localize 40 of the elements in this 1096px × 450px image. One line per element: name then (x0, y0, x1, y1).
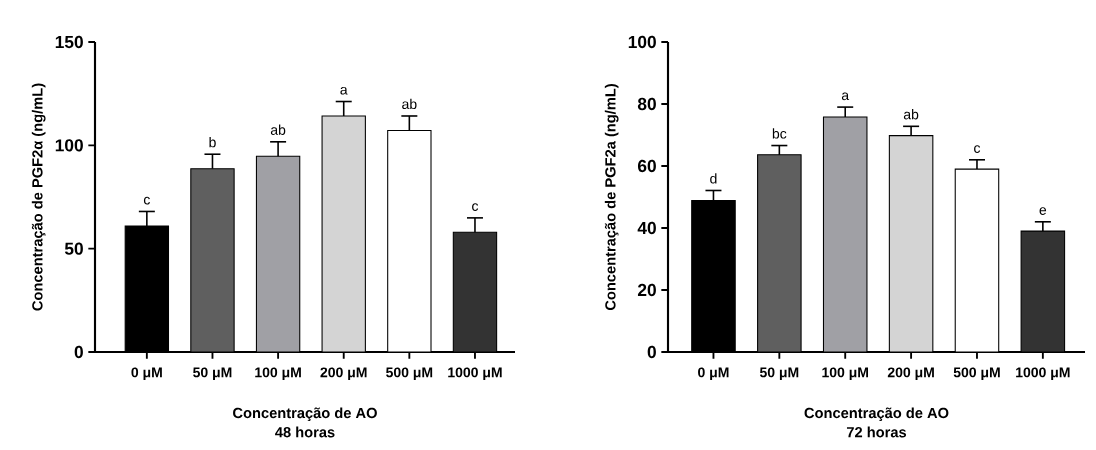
x-tick-label: 0 μM (698, 367, 729, 380)
y-tick-label: 20 (637, 283, 656, 297)
x-tick-label: 50 μM (193, 367, 232, 380)
x-tick-label: 200 μM (887, 367, 934, 380)
x-tick-label: 200 μM (320, 367, 367, 380)
y-tick-label: 40 (637, 221, 656, 235)
x-axis-title: Concentração de AO (233, 407, 377, 422)
text: 48 horas (275, 426, 335, 438)
annotation: b (209, 137, 216, 148)
annotation: a (841, 92, 850, 101)
y-tick-label: 0 (647, 345, 656, 359)
y-tick-label: 150 (55, 35, 83, 49)
x-axis-title: Concentração de AO (804, 407, 949, 422)
x-tick-label: 50 μM (759, 367, 799, 380)
annotation: c (974, 145, 981, 153)
x-tick-label: 1000 μM (448, 367, 502, 380)
x-tick-label: 100 μM (822, 367, 869, 380)
y-axis-title: Concentração de PGF2α (ng/mL) (31, 83, 46, 311)
y-axis-title: Concentração de PGF2a (ng/mL) (604, 84, 619, 311)
annotation: d (710, 173, 717, 184)
x-tick-label: 500 μM (386, 367, 433, 380)
annotation: e (1039, 207, 1047, 215)
annotation: ab (402, 98, 417, 110)
annotation: c (472, 203, 479, 211)
annotation: c (143, 196, 150, 205)
x-tick-label: 100 μM (255, 367, 301, 380)
annotation: a (340, 86, 348, 95)
y-tick-label: 80 (637, 97, 656, 111)
y-tick-label: 100 (55, 139, 83, 152)
x-tick-label: 1000 μM (1016, 367, 1070, 380)
y-tick-label: 0 (74, 345, 83, 359)
annotation: ab (270, 124, 286, 135)
y-tick-label: 100 (628, 35, 656, 49)
y-tick-label: 60 (637, 159, 656, 173)
x-tick-label: 0 μM (131, 367, 162, 380)
y-tick-label: 50 (64, 242, 83, 255)
annotation: bc (772, 128, 787, 139)
annotation: ab (903, 109, 919, 120)
x-tick-label: 500 μM (953, 367, 1000, 380)
text: 72 horas (846, 426, 907, 438)
